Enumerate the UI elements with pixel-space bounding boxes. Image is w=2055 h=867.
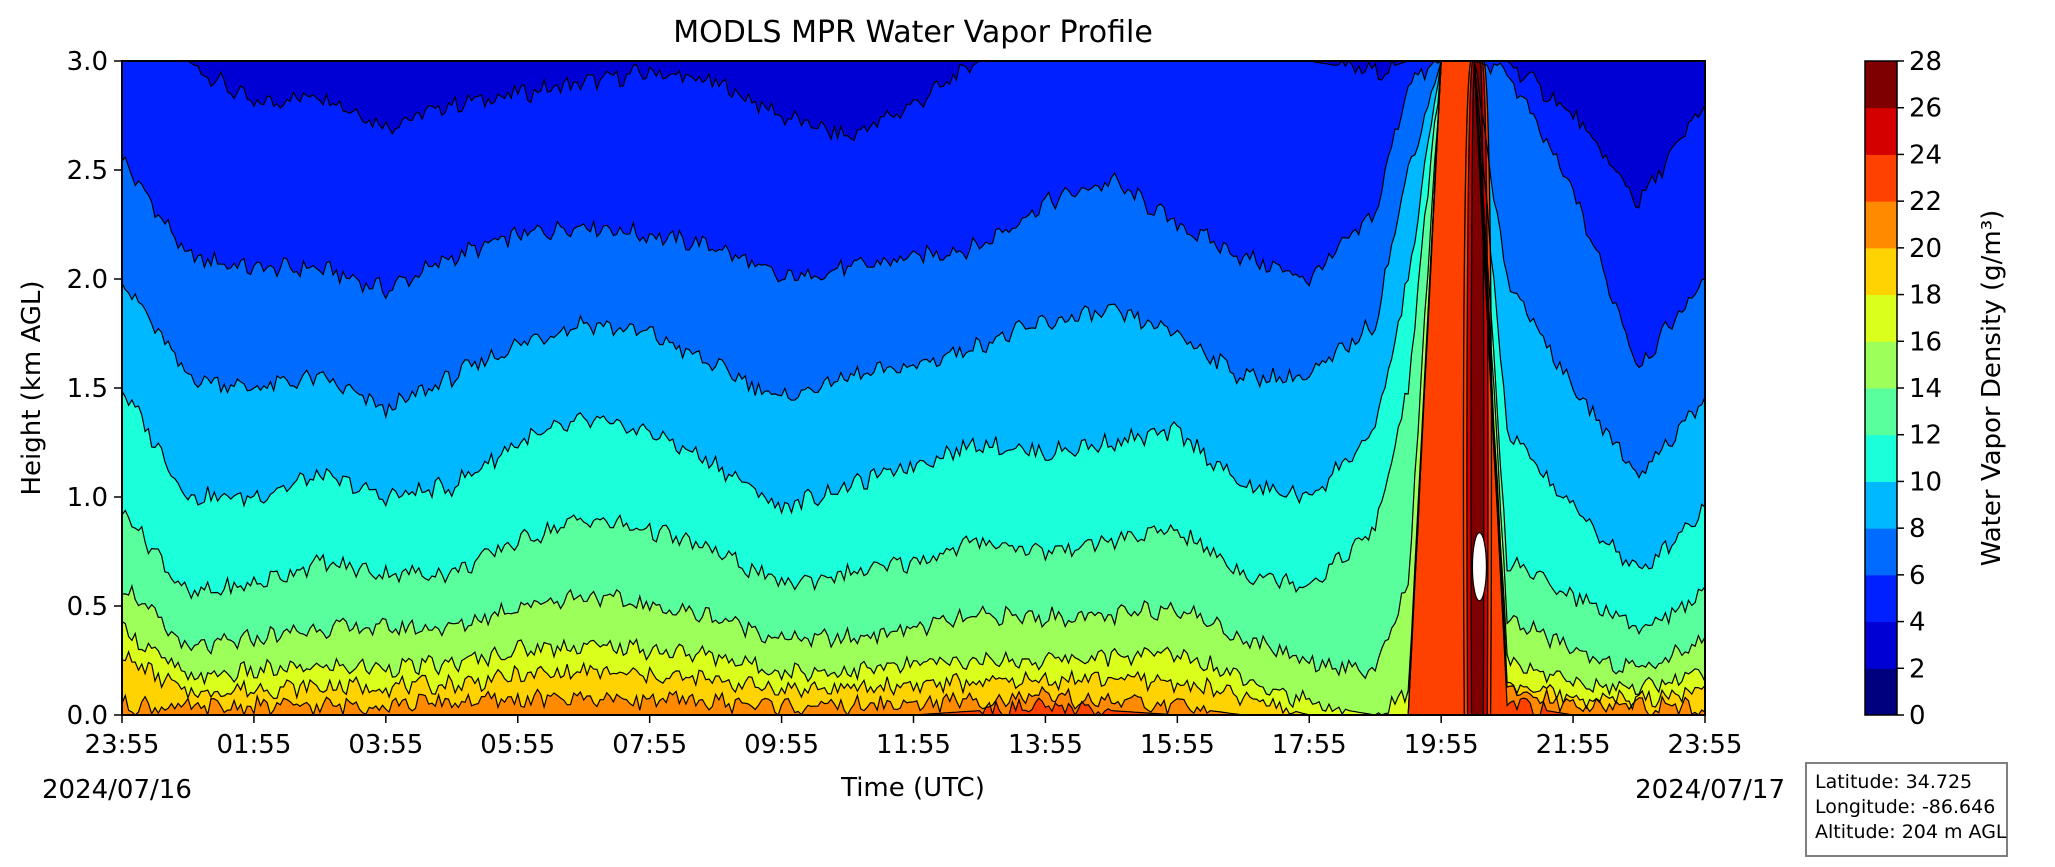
colorbar-segment xyxy=(1865,574,1897,623)
isoline-18 xyxy=(122,61,1705,715)
station-info-box: Latitude: 34.725 Longitude: -86.646 Alti… xyxy=(1805,762,2008,857)
density-band xyxy=(122,61,1705,208)
colorbar-tick-label: 22 xyxy=(1909,187,1942,217)
x-tick-label: 15:55 xyxy=(1140,730,1215,760)
longitude-text: Longitude: -86.646 xyxy=(1815,796,1996,818)
x-tick-label: 09:55 xyxy=(744,730,819,760)
colorbar-segment xyxy=(1865,341,1897,389)
plot-area xyxy=(122,61,1705,715)
start-date-label: 2024/07/16 xyxy=(42,775,192,805)
x-tick-label: 03:55 xyxy=(348,730,423,760)
y-tick-label: 3.0 xyxy=(67,47,108,77)
y-tick-label: 2.0 xyxy=(67,265,108,295)
colorbar-tick-label: 2 xyxy=(1909,654,1926,684)
x-tick-label: 13:55 xyxy=(1008,730,1083,760)
density-band xyxy=(122,61,1705,368)
colorbar-segment xyxy=(1865,434,1897,482)
colorbar-segment xyxy=(1865,154,1897,202)
y-tick-label: 1.5 xyxy=(67,374,108,404)
isoline-8 xyxy=(122,61,1705,479)
colorbar-tick-label: 4 xyxy=(1909,608,1926,638)
colorbar-segment xyxy=(1865,294,1897,342)
y-tick-label: 2.5 xyxy=(67,156,108,186)
colorbar-tick-label: 26 xyxy=(1909,94,1942,124)
isoline-4 xyxy=(122,61,1705,209)
x-tick-label: 19:55 xyxy=(1404,730,1479,760)
colorbar-label: Water Vapor Density (g/m³) xyxy=(1977,210,2007,567)
x-axis: 23:55 01:55 03:55 05:55 07:55 09:55 11:55 13:55… xyxy=(85,715,1743,760)
colorbar-segment xyxy=(1865,61,1897,109)
x-tick-label: 17:55 xyxy=(1272,730,1347,760)
x-tick-label: 05:55 xyxy=(480,730,555,760)
colorbar-segment xyxy=(1865,247,1897,296)
colorbar-tick-label: 24 xyxy=(1909,140,1942,170)
x-tick-label: 23:55 xyxy=(1668,730,1743,760)
colorbar-tick-label: 10 xyxy=(1909,467,1942,497)
isoline-6 xyxy=(122,61,1705,369)
y-tick-label: 0.5 xyxy=(67,592,108,622)
x-tick-label: 01:55 xyxy=(216,730,291,760)
x-tick-label: 21:55 xyxy=(1536,730,1611,760)
colorbar-segment xyxy=(1865,481,1897,529)
x-axis-label: Time (UTC) xyxy=(840,773,985,803)
colorbar-tick-label: 14 xyxy=(1909,374,1942,404)
isoline-16 xyxy=(122,61,1705,715)
x-tick-label: 11:55 xyxy=(876,730,951,760)
plume-gap xyxy=(1471,532,1488,602)
y-axis: 0.0 0.5 1.0 1.5 2.0 2.5 3.0 xyxy=(67,47,122,731)
y-tick-label: 0.0 xyxy=(67,701,108,731)
isoline-12 xyxy=(122,61,1705,635)
plume-band xyxy=(1470,61,1485,715)
colorbar-tick-label: 16 xyxy=(1909,327,1942,357)
latitude-text: Latitude: 34.725 xyxy=(1815,771,1973,793)
x-tick-label: 07:55 xyxy=(612,730,687,760)
colorbar-tick-label: 8 xyxy=(1909,514,1926,544)
colorbar-segment xyxy=(1865,388,1897,436)
colorbar-tick-label: 18 xyxy=(1909,281,1942,311)
colorbar-tick-label: 0 xyxy=(1909,701,1926,731)
colorbar-segment xyxy=(1865,621,1897,669)
colorbar-tick-label: 12 xyxy=(1909,421,1942,451)
y-tick-label: 1.0 xyxy=(67,483,108,513)
altitude-text: Altitude: 204 m AGL xyxy=(1815,821,2007,843)
colorbar-segment xyxy=(1865,107,1897,155)
colorbar-segment xyxy=(1865,201,1897,249)
isoline-20 xyxy=(122,61,1705,715)
isoline-14 xyxy=(122,61,1705,680)
y-axis-label: Height (km AGL) xyxy=(17,280,47,495)
colorbar-tick-label: 28 xyxy=(1909,47,1942,77)
end-date-label: 2024/07/17 xyxy=(1635,775,1785,805)
colorbar-tick-label: 6 xyxy=(1909,561,1926,591)
colorbar-segment xyxy=(1865,528,1897,576)
isoline-10 xyxy=(122,61,1705,570)
chart-title: MODLS MPR Water Vapor Profile xyxy=(673,15,1153,50)
colorbar-segment xyxy=(1865,668,1897,716)
colorbar-tick-label: 20 xyxy=(1909,234,1942,264)
x-tick-label: 23:55 xyxy=(85,730,160,760)
